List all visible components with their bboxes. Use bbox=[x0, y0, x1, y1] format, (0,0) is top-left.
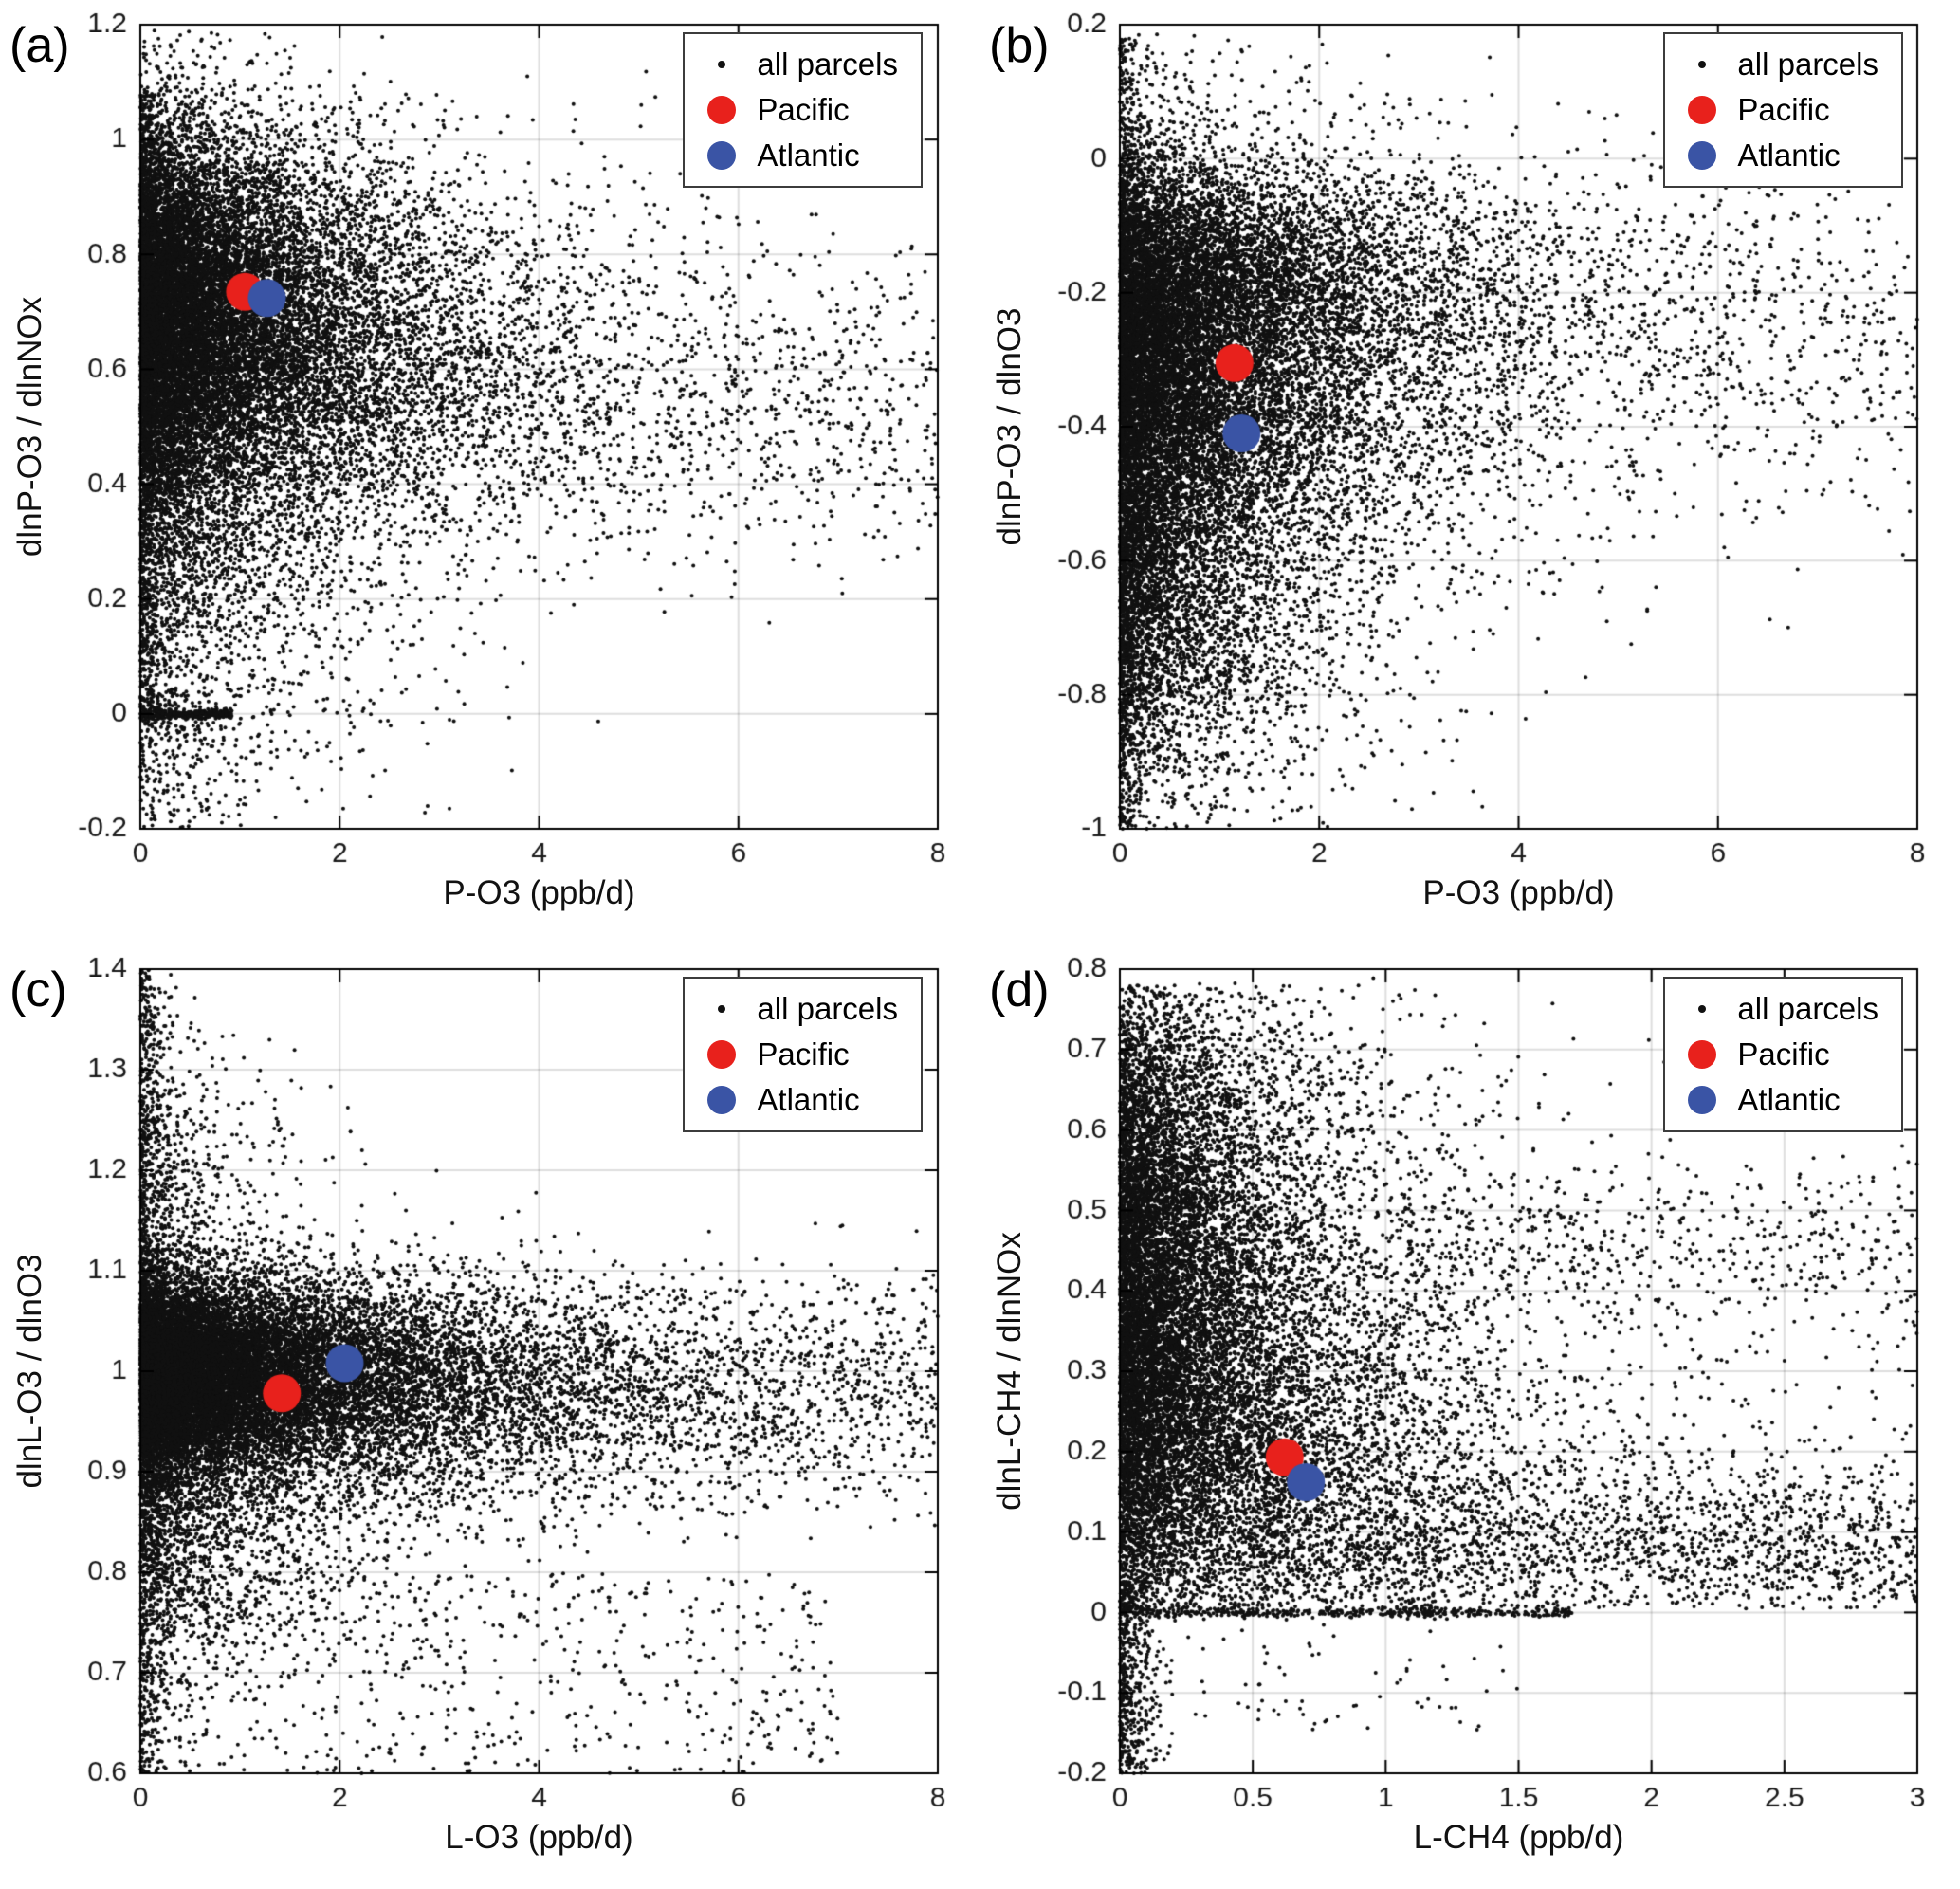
legend-marker-box bbox=[1680, 1040, 1724, 1069]
legend-label: Atlantic bbox=[757, 138, 860, 173]
legend-marker-box bbox=[1680, 1086, 1724, 1114]
legend-entry-atlantic: Atlantic bbox=[1675, 1077, 1892, 1123]
x-axis-label-b: P-O3 (ppb/d) bbox=[1422, 874, 1615, 911]
legend-label: Atlantic bbox=[1737, 138, 1841, 173]
legend-b: all parcels Pacific Atlantic bbox=[1663, 32, 1903, 188]
y-axis-label-a: dlnP-O3 / dlnNOx bbox=[11, 296, 48, 558]
legend-marker-box bbox=[1680, 1005, 1724, 1013]
y-axis-label-c: dlnL-O3 / dlnO3 bbox=[11, 1254, 48, 1489]
pacific-marker-icon bbox=[707, 1040, 737, 1069]
panel-label-d: (d) bbox=[989, 963, 1050, 1018]
legend-a: all parcels Pacific Atlantic bbox=[683, 32, 923, 188]
panel-a: (a) dlnP-O3 / dlnNOx P-O3 (ppb/d) all pa… bbox=[0, 0, 980, 944]
atlantic-marker-icon bbox=[707, 1086, 737, 1114]
panel-label-b: (b) bbox=[989, 18, 1050, 73]
legend-marker-box bbox=[700, 1040, 743, 1069]
pacific-marker-icon bbox=[707, 96, 737, 124]
legend-label: Pacific bbox=[757, 92, 850, 127]
panel-c: (c) dlnL-O3 / dlnO3 L-O3 (ppb/d) all par… bbox=[0, 944, 980, 1889]
legend-label: all parcels bbox=[757, 991, 898, 1026]
scatter-dot-icon bbox=[1698, 61, 1707, 68]
x-axis-label-a: P-O3 (ppb/d) bbox=[443, 874, 635, 911]
panel-b: (b) dlnP-O3 / dlnO3 P-O3 (ppb/d) all par… bbox=[980, 0, 1960, 944]
legend-marker-box bbox=[700, 96, 743, 124]
legend-marker-box bbox=[700, 141, 743, 170]
legend-entry-atlantic: Atlantic bbox=[1675, 133, 1892, 178]
legend-entry-all-parcels: all parcels bbox=[1675, 42, 1892, 87]
x-axis-label-d: L-CH4 (ppb/d) bbox=[1413, 1819, 1624, 1856]
atlantic-marker-icon bbox=[1688, 141, 1717, 170]
legend-label: all parcels bbox=[1737, 991, 1878, 1026]
panel-d: (d) dlnL-CH4 / dlnNOx L-CH4 (ppb/d) all … bbox=[980, 944, 1960, 1889]
legend-marker-box bbox=[700, 1086, 743, 1114]
scatter-dot-icon bbox=[1698, 1005, 1707, 1013]
atlantic-marker-icon bbox=[707, 141, 737, 170]
legend-label: Pacific bbox=[757, 1036, 850, 1072]
legend-entry-pacific: Pacific bbox=[1675, 87, 1892, 133]
legend-label: Atlantic bbox=[757, 1082, 860, 1117]
legend-label: all parcels bbox=[757, 46, 898, 82]
x-axis-label-c: L-O3 (ppb/d) bbox=[445, 1819, 633, 1856]
legend-c: all parcels Pacific Atlantic bbox=[683, 977, 923, 1132]
legend-entry-all-parcels: all parcels bbox=[694, 42, 911, 87]
legend-d: all parcels Pacific Atlantic bbox=[1663, 977, 1903, 1132]
scatter-dot-icon bbox=[718, 61, 726, 68]
y-axis-label-b: dlnP-O3 / dlnO3 bbox=[991, 307, 1028, 546]
legend-marker-box bbox=[1680, 61, 1724, 68]
legend-entry-pacific: Pacific bbox=[694, 87, 911, 133]
legend-marker-box bbox=[700, 61, 743, 68]
panel-label-a: (a) bbox=[9, 18, 70, 73]
pacific-marker-icon bbox=[1688, 96, 1717, 124]
legend-label: Atlantic bbox=[1737, 1082, 1841, 1117]
legend-marker-box bbox=[1680, 141, 1724, 170]
atlantic-marker-icon bbox=[1688, 1086, 1717, 1114]
legend-marker-box bbox=[700, 1005, 743, 1013]
legend-entry-all-parcels: all parcels bbox=[1675, 986, 1892, 1032]
legend-entry-all-parcels: all parcels bbox=[694, 986, 911, 1032]
legend-label: Pacific bbox=[1737, 92, 1830, 127]
legend-label: all parcels bbox=[1737, 46, 1878, 82]
scatter-dot-icon bbox=[718, 1005, 726, 1013]
legend-marker-box bbox=[1680, 96, 1724, 124]
legend-entry-pacific: Pacific bbox=[1675, 1032, 1892, 1077]
pacific-marker-icon bbox=[1688, 1040, 1717, 1069]
y-axis-label-d: dlnL-CH4 / dlnNOx bbox=[991, 1232, 1028, 1511]
legend-entry-atlantic: Atlantic bbox=[694, 1077, 911, 1123]
legend-label: Pacific bbox=[1737, 1036, 1830, 1072]
legend-entry-atlantic: Atlantic bbox=[694, 133, 911, 178]
panel-label-c: (c) bbox=[9, 963, 67, 1018]
legend-entry-pacific: Pacific bbox=[694, 1032, 911, 1077]
